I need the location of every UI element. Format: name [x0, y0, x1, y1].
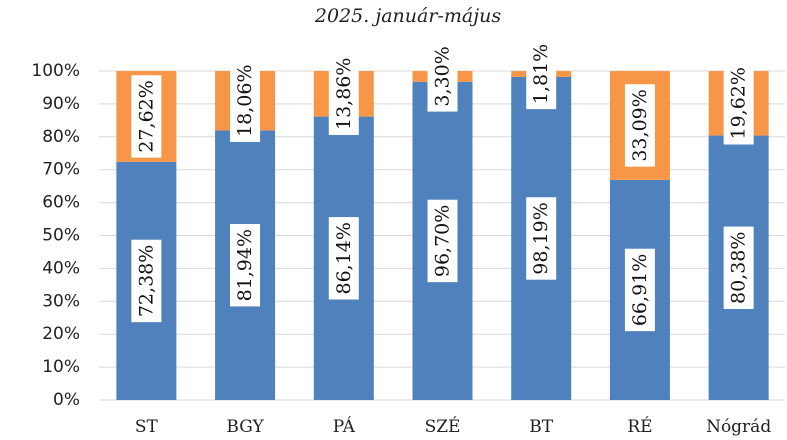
data-label-box	[230, 223, 261, 307]
data-label-text: 19,62%	[728, 67, 750, 139]
data-label-text: 72,38%	[135, 245, 157, 317]
data-label-text: 13,86%	[333, 58, 355, 130]
data-label-text: 80,38%	[728, 232, 750, 304]
data-label-box	[328, 217, 359, 300]
x-tick-label: BGY	[226, 417, 264, 437]
data-label: 33,09%	[624, 84, 655, 167]
data-label-text: 1,81%	[530, 44, 552, 104]
y-tick-label: 10%	[42, 357, 80, 377]
data-label-box	[230, 59, 261, 142]
data-label: 98,19%	[526, 197, 557, 280]
y-tick-label: 20%	[42, 324, 80, 344]
chart-title: 2025. január-május	[314, 5, 501, 27]
data-label-box	[131, 239, 162, 323]
data-label-box	[427, 199, 458, 283]
data-label: 96,70%	[427, 199, 458, 283]
data-label-box	[328, 52, 359, 136]
data-label-box	[723, 62, 754, 145]
data-label-text: 96,70%	[432, 205, 454, 277]
data-label-box	[427, 41, 458, 112]
y-tick-label: 90%	[42, 94, 80, 114]
y-tick-label: 60%	[42, 193, 80, 213]
data-label: 81,94%	[230, 223, 261, 307]
data-label: 72,38%	[131, 239, 162, 323]
y-tick-label: 50%	[42, 226, 80, 246]
x-tick-label: BT	[529, 417, 553, 437]
data-label: 27,62%	[131, 75, 162, 158]
data-label-box	[624, 248, 655, 332]
data-label: 3,30%	[427, 41, 458, 112]
y-tick-label: 40%	[42, 258, 80, 278]
y-tick-label: 0%	[53, 390, 80, 410]
data-label-box	[723, 226, 754, 310]
y-tick-label: 30%	[42, 291, 80, 311]
data-label-box	[526, 38, 557, 110]
data-label-box	[131, 75, 162, 158]
data-label-text: 27,62%	[135, 80, 157, 152]
data-label-text: 81,94%	[234, 229, 256, 301]
x-tick-label: SZÉ	[425, 416, 461, 437]
data-label: 80,38%	[723, 226, 754, 310]
data-label: 18,06%	[230, 59, 261, 142]
data-label-text: 98,19%	[530, 202, 552, 274]
x-tick-label: ST	[135, 417, 159, 437]
data-label-text: 66,91%	[629, 254, 651, 326]
data-label-text: 33,09%	[629, 89, 651, 161]
data-label-text: 3,30%	[432, 46, 454, 106]
y-tick-label: 80%	[42, 127, 80, 147]
data-label: 1,81%	[526, 38, 557, 110]
data-label-box	[526, 197, 557, 280]
x-tick-label: RÉ	[627, 416, 652, 437]
y-tick-label: 70%	[42, 160, 80, 180]
data-label: 13,86%	[328, 52, 359, 136]
data-label-text: 18,06%	[234, 64, 256, 136]
data-label: 19,62%	[723, 62, 754, 145]
x-tick-label: Nógrád	[706, 417, 771, 437]
y-tick-label: 100%	[31, 61, 80, 81]
data-label-text: 86,14%	[333, 222, 355, 294]
data-label: 86,14%	[328, 217, 359, 300]
data-label-box	[624, 84, 655, 167]
data-label: 66,91%	[624, 248, 655, 332]
x-tick-label: PÁ	[333, 416, 356, 437]
